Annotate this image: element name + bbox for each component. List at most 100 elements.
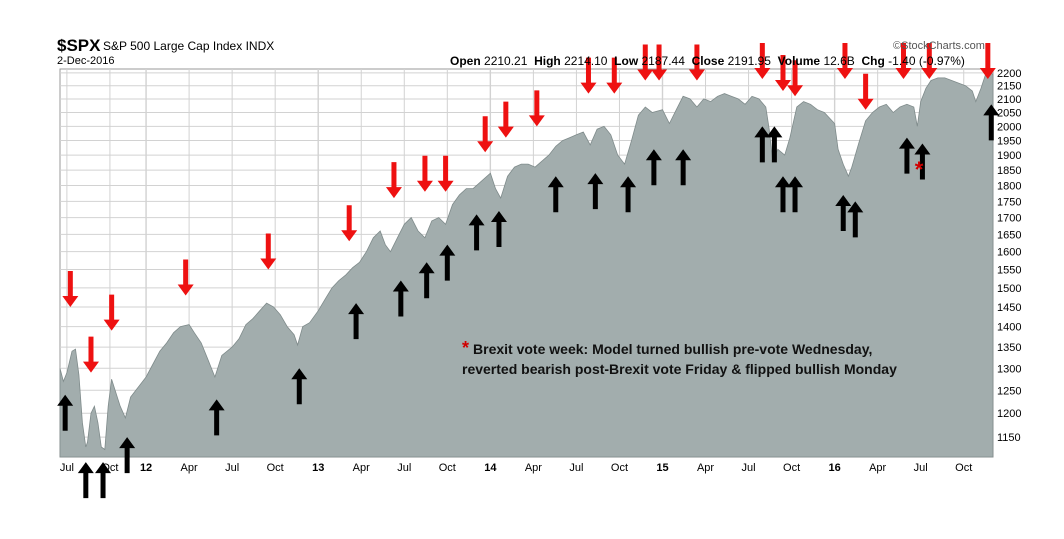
- bullish-signal-arrow: [645, 149, 662, 186]
- bearish-signal-arrow: [787, 60, 804, 97]
- y-tick-label: 1750: [997, 196, 1021, 208]
- y-tick-label: 1200: [997, 408, 1021, 420]
- low-label: Low: [614, 54, 639, 68]
- x-tick-label: Jul: [914, 462, 928, 474]
- index-title: S&P 500 Large Cap Index: [103, 39, 243, 53]
- low-value: 2187.44: [641, 54, 685, 68]
- close-label: Close: [691, 54, 725, 68]
- y-tick-label: 2150: [997, 81, 1021, 93]
- bearish-signal-arrow: [637, 44, 654, 81]
- x-tick-label: Oct: [611, 462, 628, 474]
- volume-label: Volume: [777, 54, 821, 68]
- y-tick-label: 1950: [997, 136, 1021, 148]
- price-area: [59, 69, 994, 458]
- x-tick-label: Apr: [353, 462, 370, 474]
- y-tick-label: 1350: [997, 342, 1021, 354]
- bearish-signal-arrow: [895, 43, 912, 79]
- y-tick-label: 1500: [997, 283, 1021, 295]
- brexit-marker: *: [915, 157, 924, 182]
- high-label: High: [534, 54, 561, 68]
- index-name: S&P 500 Large Cap Index INDX: [103, 39, 274, 53]
- x-tick-label: Jul: [742, 462, 756, 474]
- y-tick-label: 1250: [997, 385, 1021, 397]
- annotation-line-2: reverted bearish post-Brexit vote Friday…: [462, 361, 897, 377]
- x-tick-label: Jul: [60, 462, 74, 474]
- x-tick-label: Apr: [525, 462, 542, 474]
- bearish-signal-arrow: [606, 57, 623, 94]
- bearish-signal-arrow: [651, 44, 668, 81]
- bullish-signal-arrow: [774, 176, 791, 213]
- y-tick-label: 1600: [997, 247, 1021, 259]
- bullish-signal-arrow: [547, 176, 564, 213]
- bearish-signal-arrow: [979, 43, 996, 79]
- x-tick-label: Apr: [869, 462, 886, 474]
- bearish-signal-arrow: [385, 162, 402, 199]
- bullish-signal-arrow: [914, 143, 931, 180]
- bearish-signal-arrow: [341, 205, 358, 242]
- bullish-signal-arrow: [490, 211, 507, 248]
- ticker-symbol: $SPX: [57, 36, 101, 55]
- high-value: 2214.10: [564, 54, 608, 68]
- bearish-signal-arrow: [177, 259, 194, 296]
- x-tick-label: 12: [140, 462, 152, 474]
- bearish-signal-arrow: [62, 270, 79, 307]
- volume-value: 12.6B: [823, 54, 855, 68]
- bullish-signal-arrow: [587, 173, 604, 210]
- bearish-signal-arrow: [580, 57, 597, 94]
- x-tick-label: Jul: [397, 462, 411, 474]
- bearish-signal-arrow: [82, 336, 99, 373]
- bearish-signal-arrow: [260, 233, 277, 270]
- y-tick-label: 2000: [997, 121, 1021, 133]
- y-tick-label: 1900: [997, 150, 1021, 162]
- y-tick-label: 1850: [997, 165, 1021, 177]
- chart-date: 2-Dec-2016: [57, 55, 115, 67]
- bullish-signal-arrow: [835, 194, 852, 231]
- x-tick-label: Jul: [225, 462, 239, 474]
- y-tick-label: 1800: [997, 181, 1021, 193]
- bearish-signal-arrow: [528, 90, 545, 127]
- bullish-signal-arrow: [787, 176, 804, 213]
- bullish-signal-arrow: [766, 126, 783, 163]
- bullish-signal-arrow: [898, 137, 915, 174]
- y-tick-label: 2200: [997, 68, 1021, 80]
- bearish-signal-arrow: [477, 116, 494, 153]
- x-tick-label: Oct: [783, 462, 800, 474]
- bearish-signal-arrow: [774, 54, 791, 91]
- bullish-signal-arrow: [119, 437, 136, 474]
- bullish-signal-arrow: [675, 149, 692, 186]
- bearish-signal-arrow: [754, 43, 771, 79]
- close-value: 2191.95: [727, 54, 771, 68]
- annotation-marker: *: [462, 338, 470, 358]
- x-tick-label: 15: [656, 462, 668, 474]
- bearish-signal-arrow: [437, 155, 454, 192]
- bearish-signal-arrow: [921, 43, 938, 79]
- bullish-signal-arrow: [439, 244, 456, 281]
- bearish-signal-arrow: [103, 294, 120, 331]
- y-tick-label: 1700: [997, 213, 1021, 225]
- bullish-signal-arrow: [847, 201, 864, 238]
- bullish-signal-arrow: [983, 104, 1000, 141]
- bullish-signal-arrow: [95, 462, 112, 499]
- y-tick-label: 1450: [997, 302, 1021, 314]
- bullish-signal-arrow: [418, 262, 435, 299]
- x-tick-label: Apr: [181, 462, 198, 474]
- bearish-signal-arrow: [857, 73, 874, 110]
- bearish-signal-arrow: [416, 155, 433, 192]
- bearish-signal-arrow: [836, 43, 853, 79]
- x-tick-label: 13: [312, 462, 324, 474]
- bullish-signal-arrow: [208, 399, 225, 436]
- x-tick-label: Oct: [267, 462, 284, 474]
- annotation-line-1: * Brexit vote week: Model turned bullish …: [462, 338, 872, 359]
- bullish-signal-arrow: [291, 368, 308, 405]
- y-tick-label: 2050: [997, 107, 1021, 119]
- y-tick-label: 1400: [997, 322, 1021, 334]
- bullish-signal-arrow: [468, 214, 485, 251]
- x-tick-label: Apr: [697, 462, 714, 474]
- x-tick-label: 16: [829, 462, 841, 474]
- bullish-signal-arrow: [620, 176, 637, 213]
- x-tick-label: Jul: [569, 462, 583, 474]
- bullish-signal-arrow: [392, 280, 409, 317]
- exchange-code: INDX: [245, 39, 275, 53]
- x-tick-label: 14: [484, 462, 497, 474]
